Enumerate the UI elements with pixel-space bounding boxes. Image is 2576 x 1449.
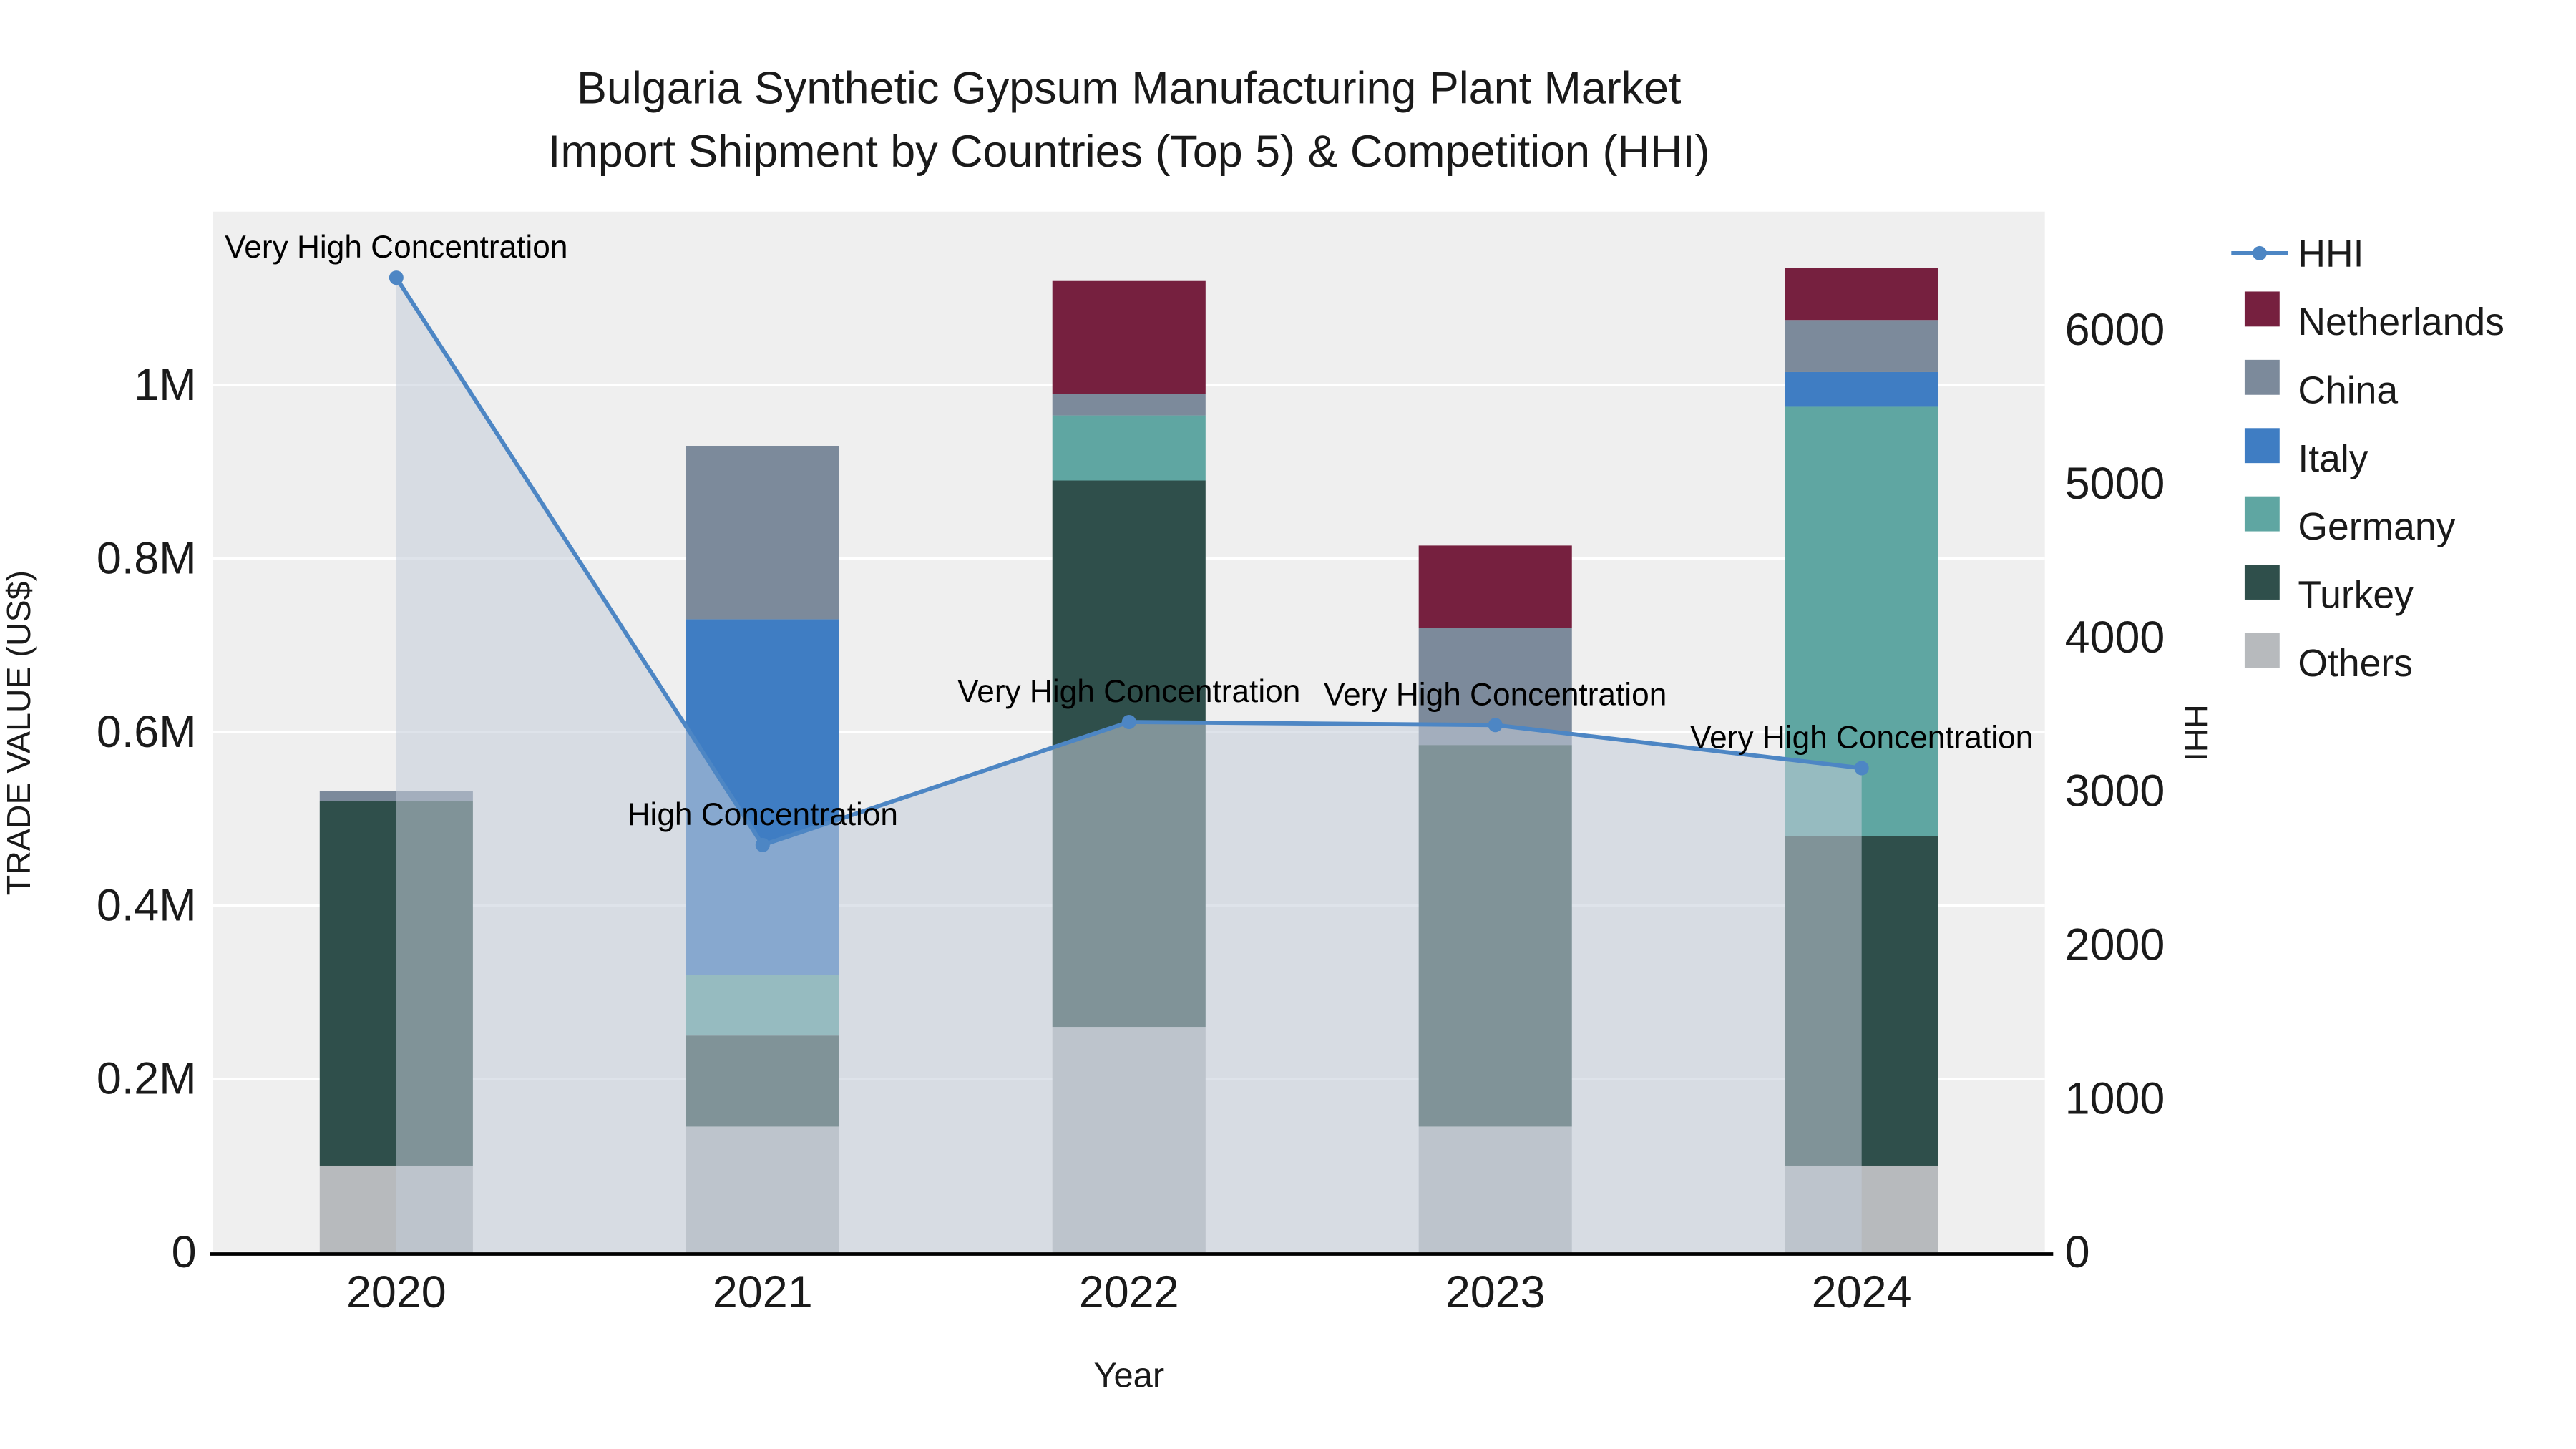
chart-title-line1: Bulgaria Synthetic Gypsum Manufacturing … <box>577 63 1681 113</box>
x-tick-label-2020: 2020 <box>346 1267 447 1317</box>
right-tick-label: 6000 <box>2065 305 2165 355</box>
legend-swatch <box>2244 633 2280 668</box>
legend-swatch <box>2244 428 2280 464</box>
hhi-marker-2023 <box>1488 718 1503 733</box>
left-tick-label: 0.2M <box>97 1054 197 1104</box>
left-axis-title: TRADE VALUE (US$) <box>0 570 37 895</box>
chart-title-line2: Import Shipment by Countries (Top 5) & C… <box>548 127 1710 177</box>
left-tick-label: 0.8M <box>97 534 197 584</box>
legend-swatch <box>2244 496 2280 532</box>
legend-item-turkey: Turkey <box>2244 565 2414 617</box>
left-tick-label: 0.6M <box>97 707 197 757</box>
hhi-marker-2020 <box>389 270 404 286</box>
legend-label: Germany <box>2298 506 2455 548</box>
legend-item-china: China <box>2244 359 2398 411</box>
legend-item-italy: Italy <box>2244 428 2368 480</box>
x-tick-label-2024: 2024 <box>1812 1267 1912 1317</box>
annotation-2023: Very High Concentration <box>1324 677 1667 712</box>
legend-item-germany: Germany <box>2244 496 2456 548</box>
legend-item-others: Others <box>2244 633 2413 685</box>
left-axis-ticks: 0 0.2M 0.4M 0.6M 0.8M 1M <box>97 360 197 1277</box>
bar-segment-china-2022 <box>1052 394 1206 416</box>
hhi-marker-2021 <box>755 837 770 852</box>
hhi-marker-2022 <box>1121 715 1136 730</box>
right-tick-label: 5000 <box>2065 459 2165 509</box>
right-axis-title: HHI <box>2177 704 2215 761</box>
x-tick-label-2022: 2022 <box>1079 1267 1179 1317</box>
left-tick-label: 0.4M <box>97 880 197 930</box>
right-tick-label: 3000 <box>2065 766 2165 816</box>
legend-swatch <box>2244 565 2280 600</box>
bar-segment-germany-2022 <box>1052 415 1206 481</box>
hhi-marker-2024 <box>1854 761 1869 776</box>
annotation-2020: Very High Concentration <box>225 230 567 265</box>
x-axis-title: Year <box>1093 1357 1164 1395</box>
right-tick-label: 2000 <box>2065 919 2165 970</box>
bar-segment-netherlands-2023 <box>1418 545 1572 628</box>
legend-label: Netherlands <box>2298 301 2504 343</box>
right-tick-label: 1000 <box>2065 1073 2165 1123</box>
x-axis-ticks: 2020 2021 2022 2023 2024 <box>346 1267 1912 1317</box>
legend-item-hhi: HHI <box>2231 233 2364 275</box>
bar-segment-china-2021 <box>686 446 839 620</box>
bar-segment-netherlands-2024 <box>1785 268 1938 321</box>
x-tick-label-2023: 2023 <box>1445 1267 1546 1317</box>
legend-line-marker <box>2252 245 2267 260</box>
legend-label: HHI <box>2298 233 2363 275</box>
hhi-markers <box>389 270 1869 852</box>
legend: HHI Netherlands China Italy Germany Turkey Oth… <box>2231 233 2504 685</box>
left-tick-label: 1M <box>134 360 196 410</box>
annotation-2024: Very High Concentration <box>1690 721 2033 756</box>
right-tick-label: 4000 <box>2065 613 2165 663</box>
legend-label: Turkey <box>2298 575 2414 617</box>
legend-label: China <box>2298 369 2398 411</box>
legend-label: Others <box>2298 643 2413 685</box>
right-axis-ticks: 0 1000 2000 3000 4000 5000 6000 <box>2065 305 2165 1277</box>
hhi-area-fill <box>396 278 1862 1253</box>
bar-segment-italy-2024 <box>1785 371 1938 407</box>
legend-swatch <box>2244 291 2280 327</box>
bar-segment-china-2024 <box>1785 320 1938 372</box>
right-tick-label: 0 <box>2065 1227 2090 1277</box>
annotation-2021: High Concentration <box>628 797 898 832</box>
bar-segment-netherlands-2022 <box>1052 280 1206 394</box>
annotations: Very High Concentration High Concentratio… <box>225 230 2033 832</box>
x-tick-label-2021: 2021 <box>713 1267 813 1317</box>
legend-item-netherlands: Netherlands <box>2244 291 2504 343</box>
legend-swatch <box>2244 359 2280 395</box>
left-tick-label: 0 <box>172 1227 197 1277</box>
annotation-2022: Very High Concentration <box>957 674 1300 709</box>
legend-label: Italy <box>2298 438 2368 480</box>
